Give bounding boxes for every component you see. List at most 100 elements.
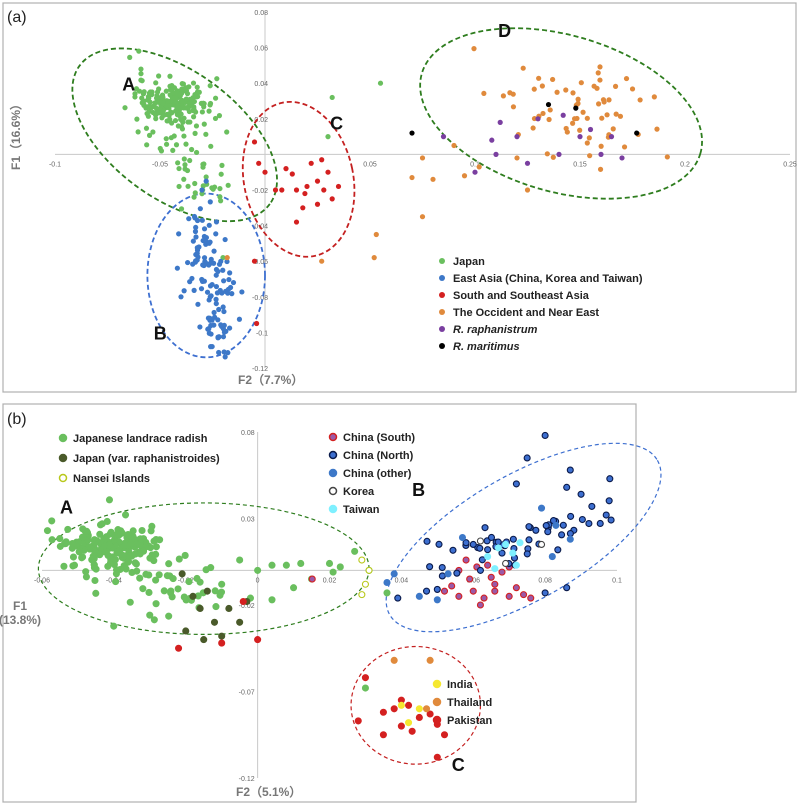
point-japan: [217, 194, 223, 200]
point-south-and-southeast-asia: [329, 196, 335, 202]
point-india: [405, 719, 413, 727]
point-japanese-landrace-radish: [125, 558, 133, 566]
point-r-raphanistrum: [577, 134, 583, 140]
point-the-occident-and-near-east: [554, 89, 560, 95]
point-china-north: [394, 594, 402, 602]
point-east-asia-china-korea-and-taiwan: [216, 306, 222, 313]
point-japan: [194, 84, 200, 90]
point-japanese-landrace-radish: [185, 578, 193, 586]
point-the-occident-and-near-east: [550, 76, 556, 83]
point-east-asia-china-korea-and-taiwan: [208, 344, 214, 350]
point-japanese-landrace-radish: [132, 560, 140, 568]
panel-a-x-tick-label: 0.1: [470, 161, 480, 168]
point-japanese-landrace-radish: [139, 585, 147, 593]
point-india: [397, 701, 405, 709]
point-china-south: [498, 568, 506, 576]
point-nansei-islands: [361, 580, 369, 588]
legend-label-china-other: China (other): [343, 468, 412, 480]
point-china-north: [566, 529, 574, 538]
point-the-occident-and-near-east: [224, 255, 230, 261]
point-taiwan: [484, 553, 492, 561]
panel-b-points: [43, 431, 615, 761]
point-japanese-landrace-radish: [174, 585, 182, 593]
point-japan: [161, 112, 168, 118]
point-south-and-southeast-asia: [325, 169, 331, 175]
legend-label-japan: Japan: [453, 256, 485, 268]
point-japanese-landrace-radish: [131, 550, 139, 558]
point-japanese-landrace-radish: [163, 572, 171, 580]
point-china-south: [476, 601, 484, 609]
point-japan: [189, 100, 195, 106]
point-japanese-landrace-radish: [138, 526, 146, 535]
point-the-occident-and-near-east: [546, 116, 552, 123]
point-japan: [157, 145, 163, 152]
point-japanese-landrace-radish: [181, 551, 189, 559]
point-the-occident-and-near-east: [651, 94, 657, 100]
point-east-asia-china-korea-and-taiwan: [199, 187, 205, 193]
point-china-other: [444, 570, 452, 578]
point-china-north: [498, 549, 506, 557]
point-china-south: [440, 587, 449, 595]
legend-label-china-south: China (South): [343, 432, 415, 444]
point-east-asia-china-korea-and-taiwan: [227, 325, 233, 331]
point-east-asia-china-korea-and-taiwan: [181, 288, 187, 294]
point-pakistan: [415, 713, 423, 722]
point-japan: [134, 116, 140, 122]
legend-label-south-and-southeast-asia: South and Southeast Asia: [453, 290, 590, 302]
legend-label-taiwan: Taiwan: [343, 504, 380, 516]
point-japan: [218, 171, 224, 177]
point-the-occident-and-near-east: [531, 86, 537, 92]
point-south-and-southeast-asia: [314, 178, 321, 184]
point-japanese-landrace-radish: [112, 578, 120, 586]
point-the-occident-and-near-east: [597, 166, 604, 172]
point-east-asia-china-korea-and-taiwan: [220, 267, 226, 273]
point-china-north: [469, 540, 477, 549]
point-east-asia-china-korea-and-taiwan: [206, 222, 212, 228]
panel-b-y-tick-label: 0.08: [241, 430, 255, 437]
point-east-asia-china-korea-and-taiwan: [196, 244, 202, 250]
point-east-asia-china-korea-and-taiwan: [192, 259, 198, 265]
point-pakistan: [397, 722, 405, 730]
point-japanese-landrace-radish: [351, 547, 359, 555]
panel-b-border: [2, 403, 637, 803]
point-the-occident-and-near-east: [580, 109, 586, 115]
point-east-asia-china-korea-and-taiwan: [220, 334, 227, 340]
point-japan: [178, 206, 185, 212]
point-east-asia-china-korea-and-taiwan: [236, 316, 243, 322]
point-japan: [164, 103, 170, 109]
point-japanese-landrace-radish: [136, 535, 144, 543]
point-east-asia-china-korea-and-taiwan: [206, 326, 212, 332]
point-the-occident-and-near-east: [598, 143, 604, 149]
point-the-occident-and-near-east: [563, 87, 569, 93]
point-china-north: [523, 550, 531, 558]
point-china-south: [455, 592, 463, 600]
point-japan: [173, 99, 180, 105]
point-south-and-southeast-asia: [308, 160, 314, 166]
panel-a-y-tick-label: 0.08: [254, 10, 268, 17]
panel-b-x-tick-label: 0.08: [538, 577, 552, 584]
point-south-and-southeast-asia: [293, 187, 300, 193]
point-japan: [163, 136, 169, 142]
point-east-asia-china-korea-and-taiwan: [203, 178, 209, 184]
point-south-and-southeast-asia: [314, 201, 321, 207]
point-east-asia-china-korea-and-taiwan: [208, 256, 214, 262]
point-nansei-islands: [358, 591, 366, 599]
point-thailand: [426, 656, 434, 664]
point-east-asia-china-korea-and-taiwan: [192, 228, 199, 235]
point-china-north: [484, 546, 492, 554]
point-japan: [138, 66, 144, 72]
point-east-asia-china-korea-and-taiwan: [197, 206, 203, 212]
point-china-north: [542, 522, 550, 530]
point-china-south: [487, 573, 495, 581]
panel-a-y-tick-label: -0.08: [252, 295, 268, 302]
point-the-occident-and-near-east: [664, 154, 670, 160]
point-japan: [192, 130, 198, 136]
point-east-asia-china-korea-and-taiwan: [211, 309, 217, 316]
point-japan: [184, 91, 191, 97]
point-the-occident-and-near-east: [617, 113, 624, 119]
point-japan: [183, 141, 189, 147]
point-japanese-landrace-radish: [136, 574, 144, 582]
point-r-raphanistrum: [608, 134, 615, 140]
legend-marker-china-other: [328, 468, 338, 478]
point-south-and-southeast-asia: [251, 258, 258, 264]
